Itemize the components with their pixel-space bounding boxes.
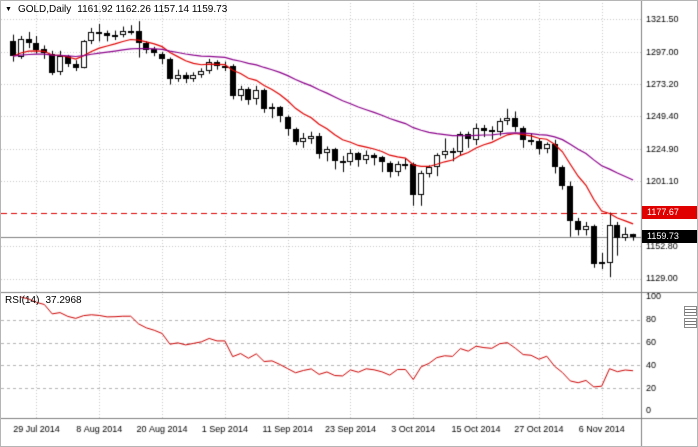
chart-symbol-period: GOLD,Daily xyxy=(17,4,72,15)
rsi-value: 37.2968 xyxy=(45,295,82,306)
indicator-menu-icon-top[interactable] xyxy=(684,306,697,316)
current-price-badge: 1159.73 xyxy=(642,230,697,243)
rsi-indicator-label: RSI(14) 37.2968 xyxy=(5,295,82,306)
time-axis[interactable] xyxy=(1,419,641,446)
chart-dropdown-icon[interactable]: ▼ xyxy=(5,5,12,13)
indicator-menu-icon-bottom[interactable] xyxy=(684,318,697,328)
chart-ohlc-readout: 1161.92 1162.26 1157.14 1159.73 xyxy=(77,4,228,15)
chart-title: ▼ GOLD,Daily 1161.92 1162.26 1157.14 115… xyxy=(5,4,227,15)
level-price-badge[interactable]: 1177.67 xyxy=(642,206,697,219)
rsi-name: RSI(14) xyxy=(5,295,40,306)
